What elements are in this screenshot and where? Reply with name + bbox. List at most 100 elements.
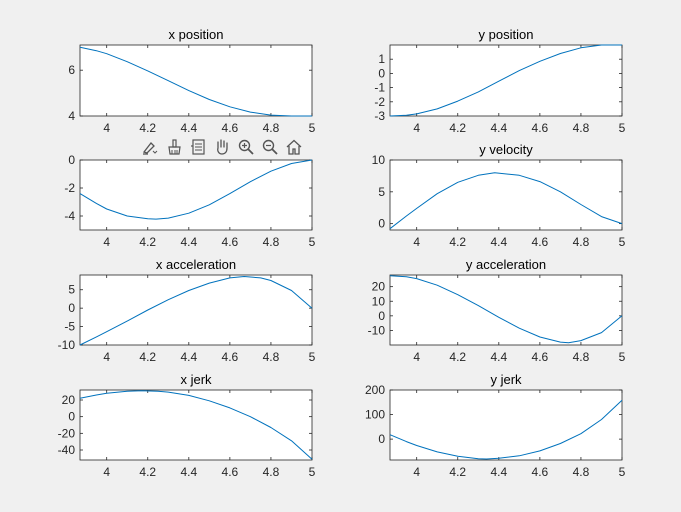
y-tick-label: 0 [68, 410, 75, 424]
x-tick-label: 4 [103, 121, 110, 135]
data-tips-button[interactable] [139, 136, 161, 158]
x-tick-label: 4.6 [532, 350, 549, 364]
subplot-3[interactable]: 4 4.2 4.4 4.6 4.8 5 -4 -2 0 [64, 153, 315, 249]
y-tick-label: -3 [374, 109, 385, 123]
subplot-7[interactable]: 4 4.2 4.4 4.6 4.8 5 -40 -20 0 20 x jerk [58, 372, 316, 479]
x-tick-label: 4.8 [263, 350, 280, 364]
axes-box [389, 389, 623, 461]
zoom-in-icon [238, 139, 254, 155]
x-tick-label: 4.8 [573, 121, 590, 135]
subplot-title: x acceleration [156, 257, 236, 272]
series-line [389, 44, 622, 117]
axes-box [389, 159, 623, 231]
x-tick-label: 4.2 [449, 235, 466, 249]
series-line [389, 399, 623, 460]
zoom-out-button[interactable] [259, 136, 281, 158]
brush-button[interactable] [163, 136, 185, 158]
x-tick-label: 4.6 [532, 465, 549, 479]
link-legend-button[interactable] [187, 136, 209, 158]
axes-toolbar [139, 136, 305, 158]
axes-box [79, 159, 313, 231]
subplot-8[interactable]: 4 4.2 4.4 4.6 4.8 5 0 100 200 y jerk [365, 372, 626, 479]
y-tick-label: 0 [68, 301, 75, 315]
x-tick-label: 5 [619, 235, 626, 249]
series-line [79, 390, 313, 460]
x-tick-label: 4.6 [532, 121, 549, 135]
y-tick-label: 0 [378, 217, 385, 231]
x-tick-label: 4.4 [180, 350, 197, 364]
restore-view-button[interactable] [283, 136, 305, 158]
y-tick-label: -5 [64, 320, 75, 334]
x-tick-label: 5 [309, 465, 316, 479]
subplot-title: x position [169, 27, 224, 42]
subplot-title: x jerk [180, 372, 212, 387]
subplot-1[interactable]: 4 4.2 4.4 4.6 4.8 5 4 6 x position [68, 27, 315, 135]
x-tick-label: 4.2 [449, 465, 466, 479]
series-line [79, 159, 313, 220]
x-tick-label: 4 [103, 465, 110, 479]
x-tick-label: 4.6 [222, 235, 239, 249]
axes-box [389, 274, 623, 346]
subplot-4[interactable]: 4 4.2 4.4 4.6 4.8 5 0 5 10 y velocity [372, 142, 626, 249]
y-tick-label: -10 [368, 323, 386, 337]
x-tick-label: 4.2 [139, 465, 156, 479]
subplot-5[interactable]: 4 4.2 4.4 4.6 4.8 5 -10 -5 0 5 x acceleration [58, 257, 316, 364]
x-tick-label: 4.4 [490, 121, 507, 135]
home-restore-icon [286, 139, 302, 155]
x-tick-label: 4.6 [222, 121, 239, 135]
y-tick-label: 0 [378, 66, 385, 80]
x-tick-label: 4.2 [449, 121, 466, 135]
x-tick-label: 4 [413, 465, 420, 479]
y-tick-label: 200 [365, 383, 385, 397]
y-tick-label: 4 [68, 109, 75, 123]
y-tick-label: 100 [365, 408, 385, 422]
x-tick-label: 4.8 [573, 235, 590, 249]
brush-icon [168, 139, 181, 155]
pan-button[interactable] [211, 136, 233, 158]
x-tick-label: 5 [309, 350, 316, 364]
subplot-2[interactable]: 4 4.2 4.4 4.6 4.8 5 -3-2-101 y position [374, 27, 625, 135]
x-tick-label: 4.2 [139, 350, 156, 364]
series-line [79, 46, 312, 117]
y-tick-label: 1 [378, 52, 385, 66]
x-tick-label: 4.6 [532, 235, 549, 249]
y-tick-label: 10 [372, 294, 386, 308]
y-tick-label: 20 [372, 280, 386, 294]
x-tick-label: 4.4 [490, 350, 507, 364]
zoom-in-button[interactable] [235, 136, 257, 158]
y-tick-label: 20 [62, 393, 76, 407]
series-line [79, 276, 313, 346]
x-tick-label: 4.8 [263, 465, 280, 479]
y-tick-label: 0 [378, 432, 385, 446]
link-legend-icon [191, 139, 205, 155]
y-tick-label: 5 [378, 185, 385, 199]
y-tick-label: 6 [68, 63, 75, 77]
y-tick-label: -40 [58, 443, 76, 457]
series-line [389, 172, 623, 230]
x-tick-label: 4 [413, 121, 420, 135]
x-tick-label: 4 [413, 235, 420, 249]
y-tick-label: -20 [58, 426, 76, 440]
axes-box [79, 389, 313, 461]
axes-box [389, 44, 623, 117]
subplot-title: y position [479, 27, 534, 42]
x-tick-label: 4.4 [490, 235, 507, 249]
y-tick-label: 0 [68, 153, 75, 167]
x-tick-label: 4.4 [180, 235, 197, 249]
axes-box [79, 274, 313, 346]
x-tick-label: 5 [309, 121, 316, 135]
x-tick-label: 5 [619, 350, 626, 364]
x-tick-label: 4.8 [573, 350, 590, 364]
x-tick-label: 4.8 [263, 235, 280, 249]
axes-box [79, 44, 313, 117]
pan-hand-icon [217, 139, 228, 155]
subplot-title: y velocity [479, 142, 533, 157]
x-tick-label: 4 [413, 350, 420, 364]
y-tick-label: -2 [64, 181, 75, 195]
x-tick-label: 4.2 [449, 350, 466, 364]
x-tick-label: 4.8 [573, 465, 590, 479]
x-tick-label: 5 [619, 465, 626, 479]
y-tick-label: -2 [374, 95, 385, 109]
